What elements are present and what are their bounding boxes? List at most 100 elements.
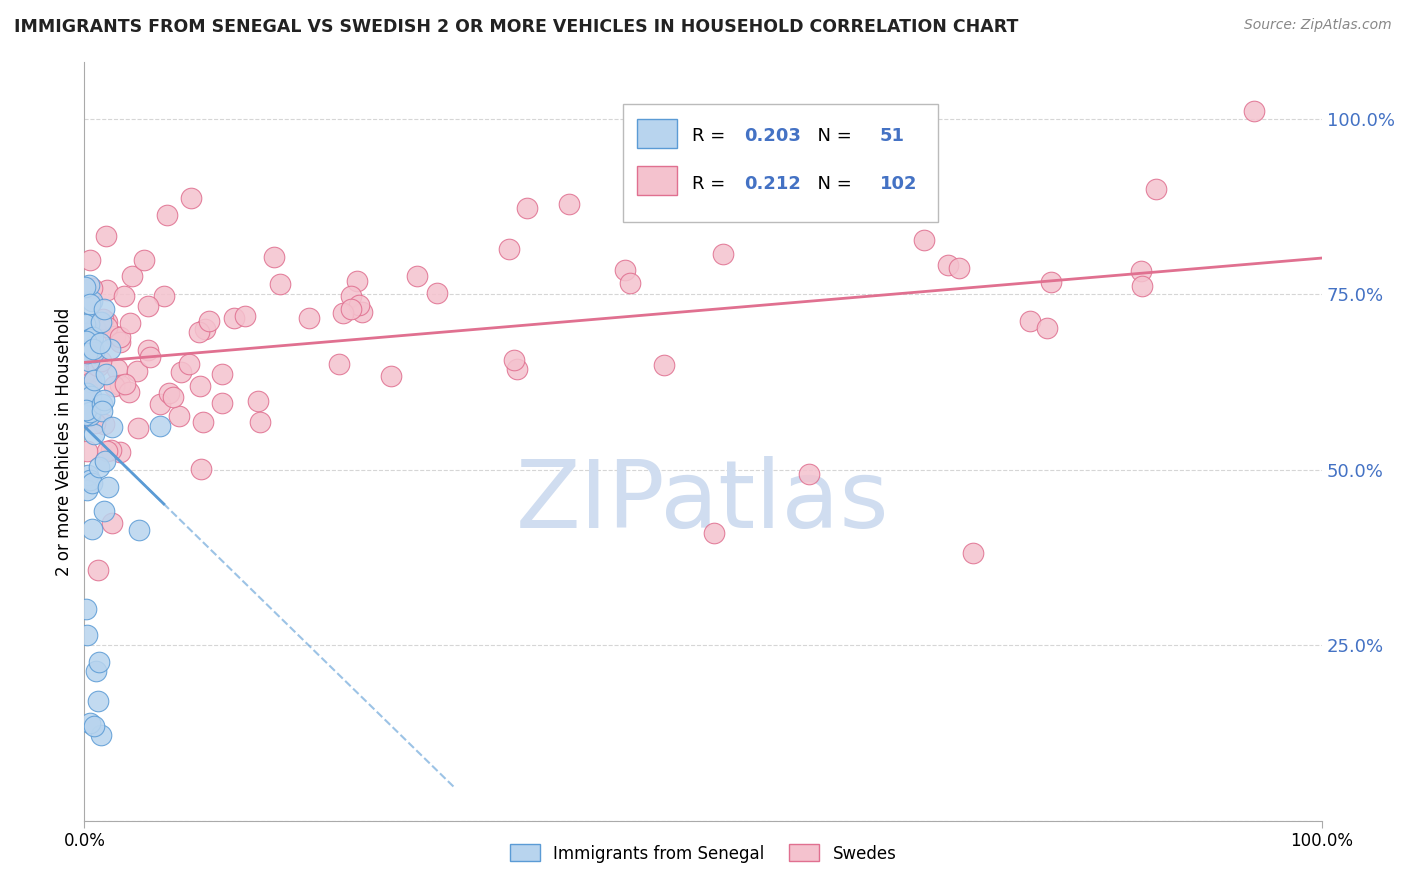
Point — [79, 408, 101, 422]
Bar — [637, 167, 678, 195]
Point — [406, 269, 429, 284]
Point — [82, 329, 104, 343]
Point — [149, 418, 172, 433]
Point — [73, 280, 96, 294]
Point — [84, 321, 107, 335]
Point — [80, 376, 103, 390]
Point — [87, 563, 110, 577]
Point — [89, 336, 111, 351]
Point — [127, 421, 149, 435]
Point — [498, 242, 520, 256]
Point — [1243, 103, 1265, 118]
Point — [87, 655, 110, 669]
Point — [80, 344, 103, 359]
Point — [84, 358, 107, 372]
Point — [93, 454, 115, 468]
Point — [328, 357, 350, 371]
Point — [155, 208, 177, 222]
Point — [96, 228, 118, 243]
Point — [558, 196, 581, 211]
Point — [108, 445, 131, 459]
Point — [76, 382, 98, 396]
Point — [77, 467, 100, 482]
Point — [93, 301, 115, 316]
Point — [1018, 314, 1040, 328]
Point — [516, 202, 538, 216]
Text: N =: N = — [806, 175, 858, 193]
Point — [114, 377, 136, 392]
Point — [127, 364, 149, 378]
Point — [346, 274, 368, 288]
Point — [79, 297, 101, 311]
Point — [233, 309, 256, 323]
Point — [79, 252, 101, 267]
Point — [1129, 263, 1152, 277]
Point — [619, 276, 641, 290]
Point — [91, 397, 114, 411]
Point — [349, 298, 371, 312]
Point — [93, 392, 115, 407]
Point — [79, 716, 101, 731]
Point — [101, 419, 124, 434]
Point — [100, 442, 122, 457]
Point — [149, 397, 172, 411]
Text: 0.203: 0.203 — [744, 127, 800, 145]
Point — [83, 719, 105, 733]
Point — [108, 335, 131, 350]
Point — [75, 403, 97, 417]
Point — [83, 344, 105, 359]
Point — [167, 409, 190, 423]
Point — [90, 728, 112, 742]
Point — [105, 362, 128, 376]
Point — [96, 283, 118, 297]
Point — [79, 332, 101, 346]
Point — [426, 285, 449, 300]
Point — [87, 694, 110, 708]
Point — [350, 304, 373, 318]
Point — [711, 246, 734, 260]
Point — [962, 546, 984, 560]
Point — [76, 334, 98, 348]
Text: R =: R = — [692, 175, 731, 193]
Text: R =: R = — [692, 127, 731, 145]
Point — [77, 354, 100, 368]
Text: 102: 102 — [880, 175, 918, 193]
Point — [75, 326, 97, 341]
Point — [190, 462, 212, 476]
Point — [505, 361, 527, 376]
Point — [224, 311, 246, 326]
Point — [332, 305, 354, 319]
Point — [90, 315, 112, 329]
Point — [157, 386, 180, 401]
Point — [103, 379, 125, 393]
Point — [118, 316, 141, 330]
Bar — [623, 104, 938, 222]
Point — [799, 467, 821, 481]
Point — [1144, 181, 1167, 195]
Point — [75, 317, 97, 331]
Point — [249, 415, 271, 429]
Point — [194, 322, 217, 336]
Point — [1130, 279, 1153, 293]
Point — [936, 258, 959, 272]
Point — [1036, 320, 1059, 334]
Point — [654, 358, 676, 372]
Point — [121, 268, 143, 283]
Point — [912, 233, 935, 247]
Point — [340, 289, 363, 303]
Point — [82, 281, 104, 295]
Point — [84, 417, 107, 431]
Point — [75, 602, 97, 616]
Point — [100, 516, 122, 531]
Point — [76, 346, 98, 360]
Point — [703, 526, 725, 541]
Point — [93, 312, 115, 326]
Point — [118, 384, 141, 399]
Point — [83, 427, 105, 442]
Point — [91, 404, 114, 418]
Point — [96, 444, 118, 458]
Point — [198, 314, 221, 328]
Point — [90, 354, 112, 368]
Point — [75, 337, 97, 351]
Point — [79, 404, 101, 418]
